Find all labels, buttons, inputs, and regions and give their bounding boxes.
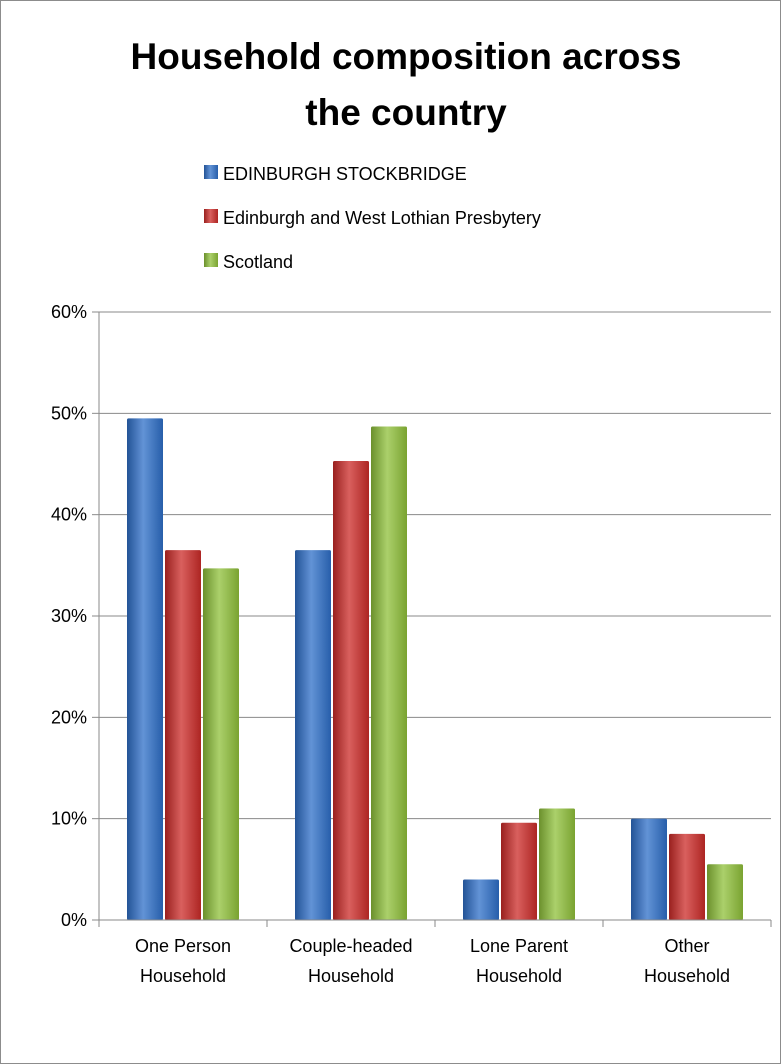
bar (463, 879, 499, 920)
legend-swatch (204, 209, 218, 223)
axes (98, 312, 772, 927)
x-tick-label: Couple-headed (289, 936, 412, 956)
bar (165, 550, 201, 920)
y-tick-label: 60% (51, 302, 87, 322)
bar (539, 808, 575, 920)
y-tick-label: 40% (51, 505, 87, 525)
bar (669, 833, 705, 920)
legend-label: Edinburgh and West Lothian Presbytery (223, 208, 541, 228)
bar (501, 822, 537, 920)
legend-swatch (204, 165, 218, 179)
x-tick-label: Household (308, 966, 394, 986)
bar (295, 550, 331, 920)
legend-label: Scotland (223, 252, 293, 272)
legend-label: EDINBURGH STOCKBRIDGE (223, 164, 467, 184)
y-tick-label: 10% (51, 809, 87, 829)
legend: EDINBURGH STOCKBRIDGE Edinburgh and West … (204, 164, 541, 272)
y-tick-label: 30% (51, 606, 87, 626)
x-tick-label: Household (476, 966, 562, 986)
x-tick-label: One Person (135, 936, 231, 956)
chart-title-line-2: the country (305, 92, 507, 133)
y-tick-label: 0% (61, 910, 87, 930)
bar (333, 460, 369, 920)
bar (127, 418, 163, 920)
x-tick-label: Lone Parent (470, 936, 568, 956)
bar (203, 568, 239, 920)
y-axis: 0% 10% 20% 30% 40% 50% 60% (51, 302, 99, 930)
y-tick-label: 50% (51, 403, 87, 423)
y-tick-label: 20% (51, 707, 87, 727)
bar (631, 818, 667, 920)
x-axis: One Person Household Couple-headed Househol… (135, 936, 730, 986)
bars (127, 418, 743, 920)
x-tick-label: Other (664, 936, 709, 956)
legend-swatch (204, 253, 218, 267)
x-tick-label: Household (140, 966, 226, 986)
x-tick-label: Household (644, 966, 730, 986)
bar (707, 864, 743, 920)
bar (371, 426, 407, 920)
chart-title-line-1: Household composition across (131, 36, 682, 77)
